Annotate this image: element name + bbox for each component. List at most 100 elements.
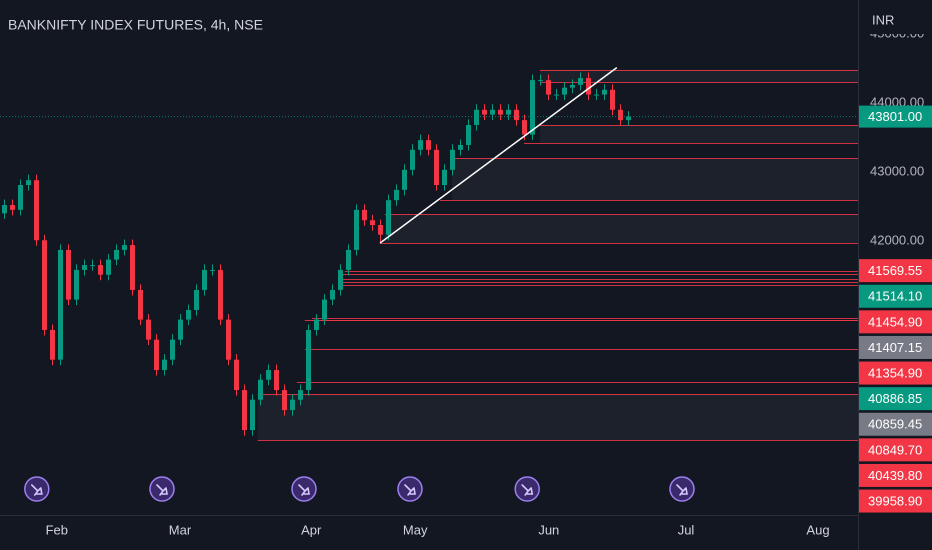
zone: [452, 158, 858, 201]
candle-body: [618, 109, 623, 121]
candle-body: [266, 370, 271, 380]
x-tick-label: Apr: [301, 522, 322, 537]
candle-body: [522, 120, 527, 135]
candle-body: [138, 289, 143, 320]
candle-body: [98, 265, 103, 275]
candle-body: [562, 87, 567, 95]
level-tag-label: 41354.90: [868, 365, 922, 380]
candle-body: [546, 80, 551, 95]
x-tick-label: Aug: [806, 522, 829, 537]
candle-body: [338, 269, 343, 290]
candle-body: [66, 249, 71, 300]
candle-body: [290, 399, 295, 411]
candle-body: [554, 94, 559, 96]
candle-body: [586, 78, 591, 95]
price-axis: 42000.0043000.0044000.0045000.0043801.00…: [859, 25, 932, 513]
event-marker: [149, 476, 175, 502]
candle-body: [314, 319, 319, 330]
candle-body: [242, 390, 247, 431]
candle-body: [482, 109, 487, 115]
candle-body: [250, 399, 255, 431]
candle-body: [306, 329, 311, 391]
candle-body: [218, 269, 223, 320]
level-tag-label: 40859.45: [868, 417, 922, 432]
currency: INR: [872, 12, 894, 27]
candle-body: [466, 124, 471, 145]
candle-body: [58, 249, 63, 360]
candle-body: [26, 180, 31, 186]
candle-body: [594, 94, 599, 96]
x-tick-label: Jul: [678, 522, 695, 537]
candle-body: [506, 109, 511, 115]
zone: [540, 124, 858, 143]
candle-body: [226, 319, 231, 360]
candle-body: [418, 140, 423, 150]
level-tag-label: 39958.90: [868, 493, 922, 508]
level-tag-box: [859, 259, 932, 283]
event-marker-icon: [676, 484, 688, 496]
last-price-label: 43801.00: [868, 109, 922, 124]
candle-body: [410, 149, 415, 170]
candle-body: [90, 265, 95, 267]
event-marker: [291, 476, 317, 502]
candle-body: [130, 245, 135, 290]
candle-body: [170, 339, 175, 360]
level-tag-label: 40849.70: [868, 442, 922, 457]
candle-body: [2, 205, 7, 214]
level-tag-box: [859, 412, 932, 436]
level-tag-box: [859, 310, 932, 334]
level-tag-box: [859, 438, 932, 462]
candle-body: [434, 149, 439, 186]
candle-body: [106, 259, 111, 275]
level-tag-box: [859, 387, 932, 411]
plot-area: [0, 67, 859, 502]
zone: [540, 69, 858, 83]
candle-body: [530, 80, 535, 135]
candle-body: [146, 319, 151, 340]
candle-body: [282, 390, 287, 411]
candle-body: [362, 209, 367, 221]
candle-body: [162, 359, 167, 371]
level-tag-label: 41454.90: [868, 314, 922, 329]
level-tag-label: 40439.80: [868, 468, 922, 483]
last-price-box: [859, 105, 932, 128]
candle-body: [154, 339, 159, 371]
candle-body: [194, 289, 199, 310]
event-marker-icon: [30, 484, 43, 496]
level-tag-box: [859, 284, 932, 308]
level-tag-label: 41407.15: [868, 340, 922, 355]
level-tag-box: [859, 335, 932, 359]
level-tag-label: 41514.10: [868, 289, 922, 304]
zone: [384, 214, 858, 244]
candle-body: [202, 269, 207, 290]
candle-body: [426, 140, 431, 150]
candle-body: [18, 185, 23, 210]
y-tick-label: 44000.00: [870, 94, 924, 109]
chart-title: BANKNIFTY INDEX FUTURES, 4h, NSE: [8, 17, 263, 33]
x-tick-label: Jun: [538, 522, 559, 537]
candle-body: [386, 200, 391, 235]
y-tick-label: 42000.00: [870, 232, 924, 247]
level-tag-box: [859, 489, 932, 513]
candle-body: [42, 240, 47, 330]
y-tick-label: 43000.00: [870, 163, 924, 178]
candle-body: [122, 245, 127, 250]
event-marker-icon: [521, 484, 534, 496]
event-marker: [397, 476, 423, 502]
candle-body: [378, 225, 383, 235]
candle-body: [322, 299, 327, 320]
candle-body: [514, 109, 519, 121]
candle-body: [570, 84, 575, 88]
candle-body: [346, 249, 351, 270]
level-tag-box: [859, 361, 932, 385]
candle-body: [602, 89, 607, 95]
candle-body: [210, 269, 215, 271]
x-tick-label: Mar: [169, 522, 192, 537]
event-marker: [669, 476, 695, 502]
level-tag-label: 41569.55: [868, 263, 922, 278]
candle-body: [114, 249, 119, 260]
candle-body: [458, 144, 463, 150]
candle-body: [498, 109, 503, 115]
candle-body: [10, 205, 15, 210]
